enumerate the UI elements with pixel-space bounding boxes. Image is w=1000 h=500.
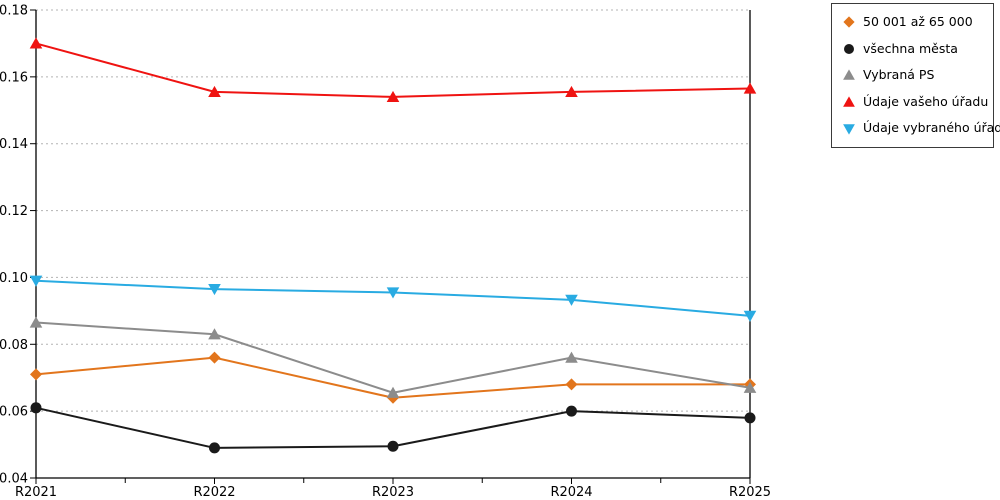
legend-label: všechna města [863,40,958,56]
legend-item-udaje-vybraneho-uradu: Údaje vybraného úřadu [842,122,1000,136]
circle-marker [209,442,220,454]
triangle-up-marker [386,386,400,398]
circle-marker [30,402,42,414]
triangle-up-marker [743,381,757,393]
legend-item-udaje-vaseho-uradu: Údaje vašeho úřadu [842,95,991,109]
y-tick-label: 0.16 [0,70,28,85]
triangle-up-marker [386,90,400,103]
triangle-down-marker [208,284,221,296]
legend-item-vsechna-mesta: všechna města [842,42,991,56]
diamond-marker [208,351,221,364]
triangle-down-marker [565,294,578,306]
x-tick-label: R2021 [15,485,57,500]
triangle-up-marker [565,85,578,97]
y-tick-label: 0.12 [0,204,28,219]
legend-label: Údaje vybraného úřadu [863,120,1000,136]
triangle-up-marker [743,82,757,94]
series-line-3 [35,42,751,98]
triangle-down-marker [386,287,400,299]
legend-item-vybrana-ps: Vybraná PS [842,68,991,82]
x-tick-label: R2025 [729,485,771,500]
x-tick-label: R2024 [550,485,592,500]
circle-marker [387,440,399,452]
triangle-up-icon [843,69,855,81]
circle-marker [566,405,577,417]
legend-label: 50 001 až 65 000 [863,14,973,30]
triangle-down-marker [743,310,757,322]
diamond-marker [565,378,578,391]
y-tick-label: 0.04 [0,472,28,487]
legend: 50 001 až 65 000 všechna města Vybraná P… [831,3,1000,148]
legend-item-50001-65000: 50 001 až 65 000 [842,15,991,29]
y-tick-label: 0.14 [0,137,28,152]
diamond-marker [843,16,855,28]
triangle-down-icon [843,123,855,135]
triangle-up-marker [29,316,43,328]
triangle-down-marker [29,275,43,287]
triangle-down-marker [843,123,855,135]
circle-marker [744,412,756,424]
triangle-up-marker [29,37,43,49]
legend-label: Údaje vašeho úřadu [863,93,989,109]
diamond-icon [843,16,855,28]
legend-label: Vybraná PS [863,67,935,83]
circle-marker [844,43,854,54]
y-tick-label: 0.06 [0,405,28,420]
y-tick-label: 0.10 [0,271,28,286]
triangle-up-marker [208,85,221,97]
y-tick-label: 0.08 [0,338,28,353]
y-tick-label: 0.18 [0,4,28,19]
series-line-2 [35,321,751,394]
triangle-up-marker [565,351,578,363]
circle-icon [844,43,854,54]
x-tick-label: R2023 [372,485,414,500]
triangle-up-marker [843,96,855,107]
triangle-up-marker [843,69,855,81]
x-tick-label: R2022 [193,485,235,500]
triangle-up-icon [843,96,855,107]
diamond-marker [30,368,42,381]
triangle-up-marker [208,328,221,340]
